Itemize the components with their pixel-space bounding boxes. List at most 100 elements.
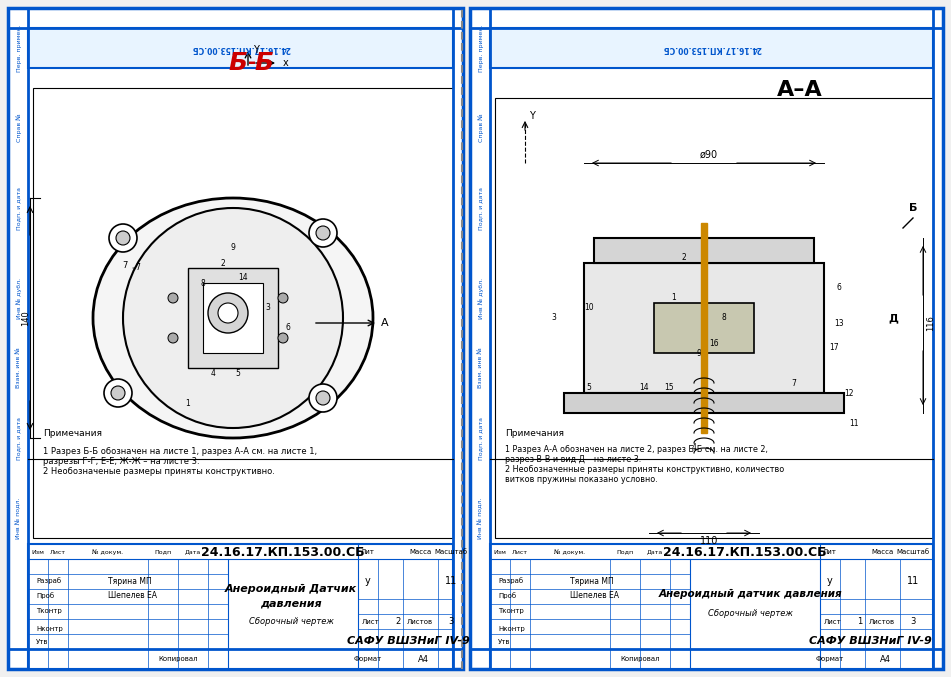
Text: САФУ ВШЗНиГ IV-9: САФУ ВШЗНиГ IV-9 <box>346 636 470 646</box>
Text: 24.16.17.КП.153.00.СБ: 24.16.17.КП.153.00.СБ <box>662 43 761 53</box>
Text: 24.16.17.КП.153.00.СБ: 24.16.17.КП.153.00.СБ <box>663 546 826 559</box>
Bar <box>564 393 844 413</box>
Text: 2: 2 <box>396 617 400 626</box>
Text: Лист: Лист <box>50 550 66 554</box>
Text: 1: 1 <box>671 294 676 303</box>
Text: Справ №: Справ № <box>16 114 22 142</box>
Text: 2 Необозначеные размеры приняты конструктивно.: 2 Необозначеные размеры приняты конструк… <box>43 466 275 475</box>
Text: Шепелев ЕА: Шепелев ЕА <box>570 592 619 600</box>
Text: Взам. инв №: Взам. инв № <box>478 347 483 389</box>
Text: 6: 6 <box>285 324 290 332</box>
Text: у: у <box>827 576 833 586</box>
Text: Нконтр: Нконтр <box>498 626 525 632</box>
Text: 4: 4 <box>210 368 216 378</box>
Text: Нконтр: Нконтр <box>36 626 63 632</box>
Circle shape <box>309 384 337 412</box>
Text: Утв: Утв <box>498 639 511 645</box>
Text: Масса: Масса <box>409 549 431 555</box>
Text: 3: 3 <box>552 313 556 322</box>
Text: 3: 3 <box>910 617 916 626</box>
Circle shape <box>316 391 330 405</box>
Text: САФУ ВШЗНиГ IV-9: САФУ ВШЗНиГ IV-9 <box>808 636 931 646</box>
Text: 14: 14 <box>238 274 248 282</box>
Text: Анероидный Датчик: Анероидный Датчик <box>225 584 357 594</box>
Text: Д: Д <box>888 313 898 323</box>
Bar <box>490 28 933 68</box>
Text: Подп: Подп <box>616 550 633 554</box>
Text: А–А: А–А <box>777 80 823 100</box>
Text: 1: 1 <box>185 399 190 408</box>
Text: 11: 11 <box>445 576 457 586</box>
Text: Перв. примен.: Перв. примен. <box>478 24 483 72</box>
Text: Копировал: Копировал <box>158 656 198 662</box>
Bar <box>490 544 933 669</box>
Text: Лит: Лит <box>361 549 375 555</box>
Text: 15: 15 <box>664 383 674 393</box>
Text: 9: 9 <box>230 244 236 253</box>
Text: Подп. и дата: Подп. и дата <box>16 416 22 460</box>
Text: А4: А4 <box>417 655 429 663</box>
Text: Подп. и дата: Подп. и дата <box>16 186 22 230</box>
Text: Сборочный чертеж: Сборочный чертеж <box>248 617 334 626</box>
Text: 12: 12 <box>844 389 854 397</box>
Text: А4: А4 <box>880 655 890 663</box>
Text: Б: Б <box>909 203 917 213</box>
Text: 3: 3 <box>448 617 454 626</box>
Text: 110: 110 <box>700 536 718 546</box>
Text: ø90: ø90 <box>700 150 718 160</box>
Bar <box>33 88 453 538</box>
Text: Y: Y <box>253 45 259 55</box>
Text: 24.16.17.КП.153.00.СБ: 24.16.17.КП.153.00.СБ <box>202 546 365 559</box>
Text: 5: 5 <box>587 383 592 393</box>
Text: 13: 13 <box>834 318 844 328</box>
Text: 1 Разрез Б-Б обозначен на листе 1, разрез А-А см. на листе 1,: 1 Разрез Б-Б обозначен на листе 1, разре… <box>43 447 317 456</box>
Circle shape <box>104 379 132 407</box>
Text: 10: 10 <box>584 303 593 313</box>
Bar <box>28 544 453 669</box>
Text: Подп. и дата: Подп. и дата <box>478 186 483 230</box>
Text: Взам. инв №: Взам. инв № <box>16 347 22 389</box>
Text: Подп. и дата: Подп. и дата <box>478 416 483 460</box>
Text: 2: 2 <box>221 259 225 267</box>
Text: Тярина МП: Тярина МП <box>108 577 152 586</box>
Text: Перв. примен.: Перв. примен. <box>16 24 22 72</box>
Circle shape <box>208 293 248 333</box>
Text: 2: 2 <box>682 253 687 263</box>
Text: 14: 14 <box>639 383 649 393</box>
Circle shape <box>168 293 178 303</box>
Text: Масштаб: Масштаб <box>435 549 468 555</box>
Text: 5: 5 <box>236 368 241 378</box>
Circle shape <box>278 333 288 343</box>
Text: 140: 140 <box>22 310 30 326</box>
Text: -: - <box>248 53 256 72</box>
Text: Инв № подл.: Инв № подл. <box>478 497 484 539</box>
Bar <box>8 8 463 669</box>
Bar <box>470 8 943 669</box>
Text: 7: 7 <box>136 263 141 273</box>
Text: Лит: Лит <box>823 549 837 555</box>
Text: Листов: Листов <box>407 619 433 625</box>
Text: 24.16.17.КП.153.00.СБ: 24.16.17.КП.153.00.СБ <box>191 43 290 53</box>
Text: Листов: Листов <box>869 619 895 625</box>
Text: Масса: Масса <box>871 549 893 555</box>
Bar <box>495 98 933 538</box>
Bar <box>203 283 263 353</box>
Text: Проб: Проб <box>36 592 54 599</box>
Bar <box>594 238 814 263</box>
Text: 16: 16 <box>709 338 719 347</box>
Text: 9: 9 <box>696 349 702 357</box>
Text: Дата: Дата <box>184 550 201 554</box>
Circle shape <box>109 224 137 252</box>
Text: Изм: Изм <box>494 550 507 554</box>
Text: Y: Y <box>529 111 534 121</box>
Text: Тконтр: Тконтр <box>36 608 62 614</box>
Text: Примечания: Примечания <box>505 429 564 439</box>
Text: 8: 8 <box>722 313 727 322</box>
Text: Тярина МП: Тярина МП <box>570 577 613 586</box>
Text: Справ №: Справ № <box>478 114 484 142</box>
Text: 2 Необозначенные размеры приняты конструктивно, количество: 2 Необозначенные размеры приняты констру… <box>505 464 785 473</box>
Text: разрезы Г-Г, Е-Е, Ж-Ж – на листе 3.: разрезы Г-Г, Е-Е, Ж-Ж – на листе 3. <box>43 456 200 466</box>
Circle shape <box>218 303 238 323</box>
Text: Б: Б <box>228 51 247 75</box>
Text: разрез В-В и вид Д – на листе 3.: разрез В-В и вид Д – на листе 3. <box>505 454 641 464</box>
